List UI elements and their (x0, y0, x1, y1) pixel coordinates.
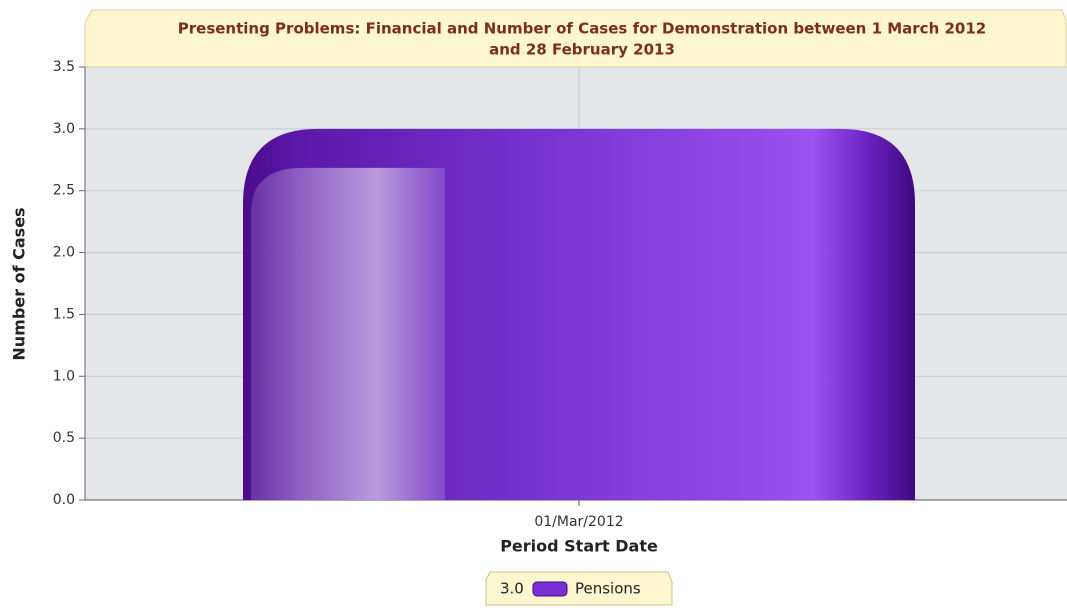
bar-highlight (251, 167, 445, 500)
chart-title: Presenting Problems: Financial and Numbe… (178, 20, 986, 38)
y-tick-label: 2.5 (53, 183, 75, 199)
title-box (84, 9, 1067, 68)
y-tick-label: 1.5 (53, 306, 75, 322)
chart-title: and 28 February 2013 (489, 41, 675, 59)
y-tick-label: 1.0 (53, 368, 75, 384)
y-tick-label: 2.0 (53, 245, 75, 261)
legend-box (485, 571, 673, 606)
legend-label: Pensions (575, 580, 641, 598)
y-tick-label: 3.0 (53, 121, 75, 137)
y-tick-label: 0.5 (53, 430, 75, 446)
legend-swatch (532, 581, 568, 597)
y-tick-label: 3.5 (53, 59, 75, 75)
y-tick-label: 0.0 (53, 492, 75, 508)
x-axis-title: Period Start Date (500, 537, 658, 556)
legend-value: 3.0 (500, 580, 524, 598)
y-axis-title: Number of Cases (10, 207, 29, 360)
x-tick-label: 01/Mar/2012 (534, 514, 623, 530)
